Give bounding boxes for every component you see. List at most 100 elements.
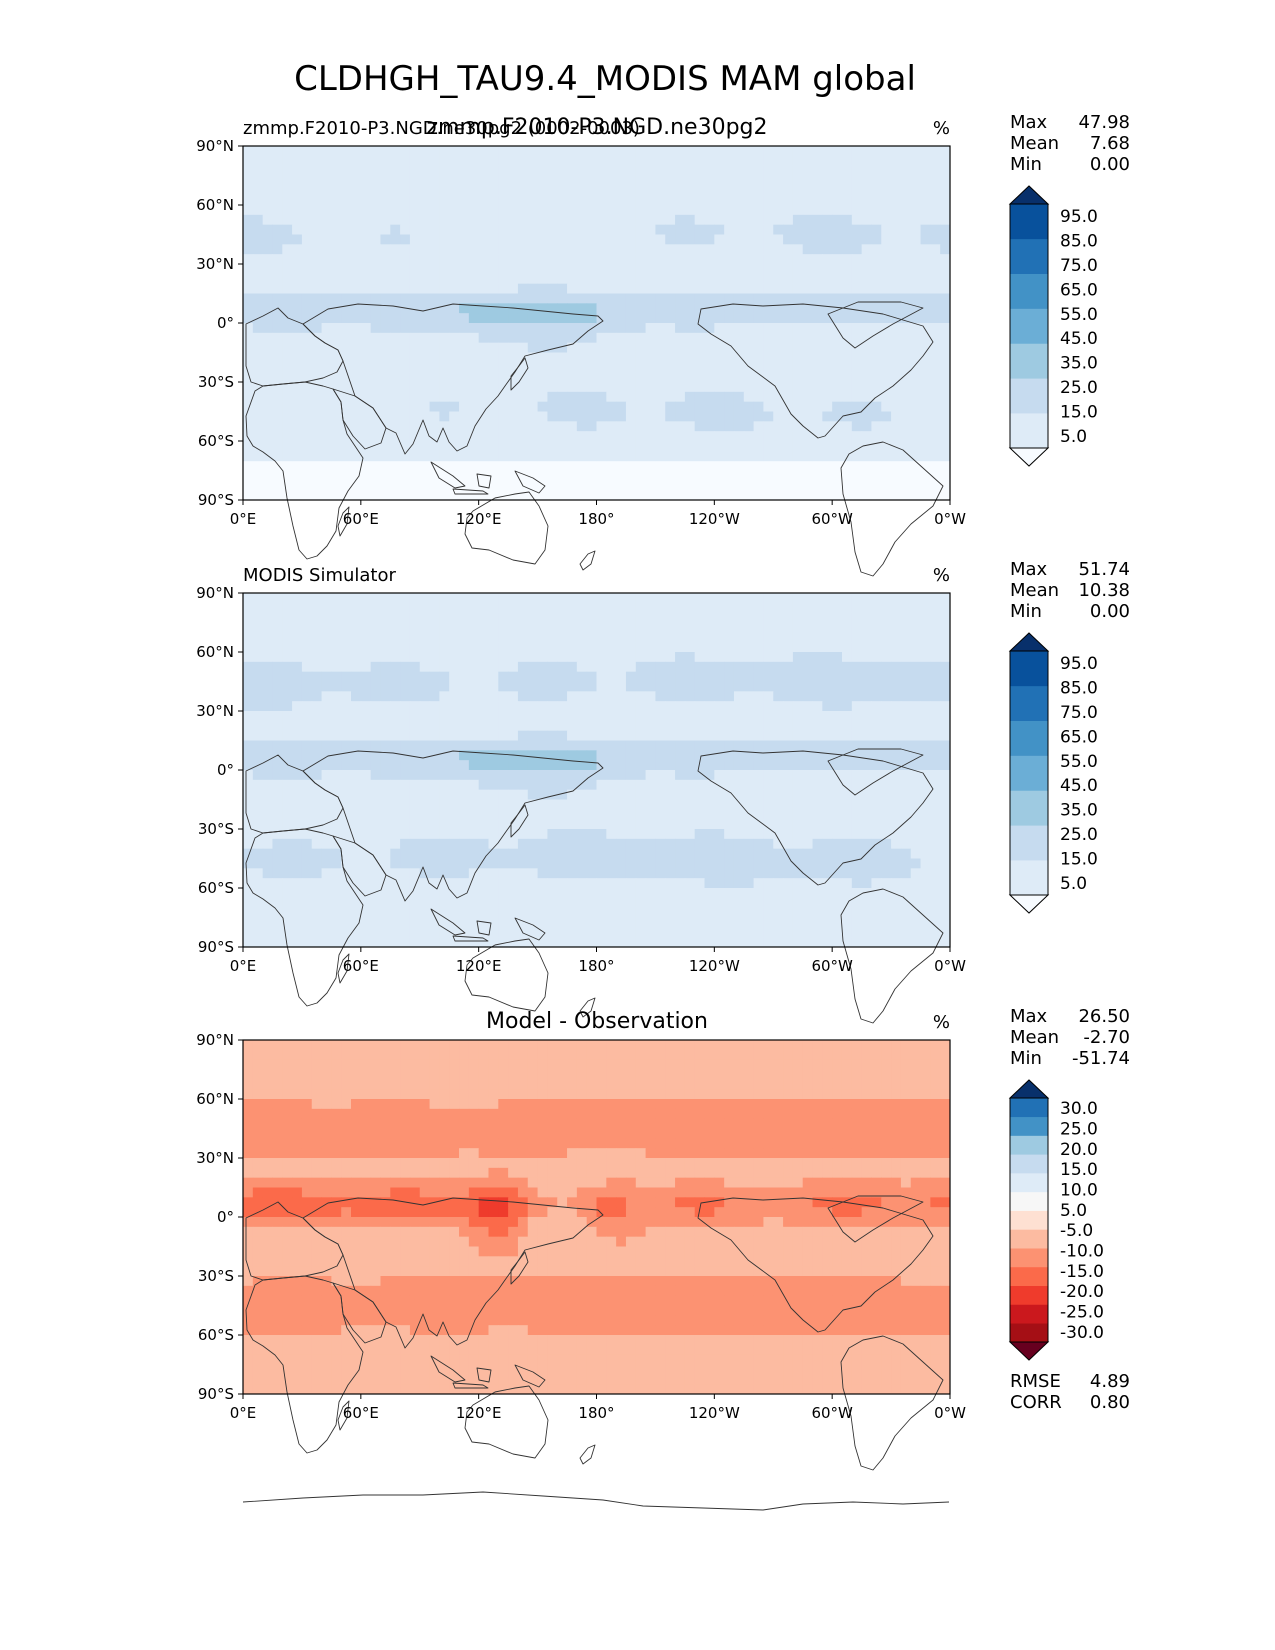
colorbar-tick-label: 5.0 xyxy=(1060,427,1087,447)
heatmap-cell xyxy=(733,441,745,452)
heatmap-cell xyxy=(243,401,254,412)
heatmap-cell xyxy=(596,799,607,810)
heatmap-cell xyxy=(596,760,607,771)
heatmap-cell xyxy=(802,273,814,285)
heatmap-cell xyxy=(380,421,391,432)
heatmap-cell xyxy=(547,838,558,850)
heatmap-cell xyxy=(370,701,381,712)
heatmap-cell xyxy=(616,652,627,663)
heatmap-cell xyxy=(429,264,440,275)
heatmap-cell xyxy=(282,799,293,810)
heatmap-cell xyxy=(547,799,558,810)
heatmap-cell xyxy=(567,362,578,373)
heatmap-cell xyxy=(832,779,843,791)
heatmap-cell xyxy=(684,681,696,692)
heatmap-cell xyxy=(606,770,617,781)
heatmap-cell xyxy=(272,273,283,285)
heatmap-cell xyxy=(419,224,431,235)
heatmap-cell xyxy=(684,858,696,869)
heatmap-cell xyxy=(812,779,823,791)
heatmap-cell xyxy=(802,254,814,265)
heatmap-cell xyxy=(478,421,489,432)
heatmap-cell xyxy=(370,342,381,353)
heatmap-cell xyxy=(910,937,922,948)
heatmap-cell xyxy=(449,165,460,176)
heatmap-cell xyxy=(488,760,499,771)
colorbar-segment xyxy=(1010,308,1048,344)
heatmap-cell xyxy=(900,829,912,840)
stat-label: Max xyxy=(1010,559,1048,580)
heatmap-cell xyxy=(812,701,823,712)
heatmap-cell xyxy=(724,671,735,682)
heatmap-cell xyxy=(419,701,431,712)
heatmap-cell xyxy=(243,701,254,712)
heatmap-cell xyxy=(272,829,283,840)
heatmap-cell xyxy=(783,671,794,682)
heatmap-cell xyxy=(360,681,372,692)
heatmap-cell xyxy=(252,671,264,682)
heatmap-cell xyxy=(743,431,755,442)
heatmap-cell xyxy=(910,421,922,432)
heatmap-cell xyxy=(360,313,372,324)
heatmap-cell xyxy=(557,730,568,741)
heatmap-cell xyxy=(704,303,715,314)
heatmap-cell xyxy=(665,750,676,761)
heatmap-cell xyxy=(341,838,352,850)
heatmap-cell xyxy=(488,234,499,245)
heatmap-cell xyxy=(773,661,784,673)
heatmap-cell xyxy=(508,450,519,462)
heatmap-cell xyxy=(773,602,784,614)
heatmap-cell xyxy=(832,273,843,285)
heatmap-cell xyxy=(940,878,951,889)
heatmap-cell xyxy=(557,411,568,422)
heatmap-cell xyxy=(900,224,912,235)
heatmap-cell xyxy=(508,293,519,304)
heatmap-cell xyxy=(635,411,647,422)
heatmap-cell xyxy=(537,146,548,157)
heatmap-cell xyxy=(557,431,568,442)
heatmap-cell xyxy=(684,293,696,304)
heatmap-cell xyxy=(360,779,372,791)
heatmap-cell xyxy=(930,352,941,363)
heatmap-cell xyxy=(331,750,342,761)
heatmap-cell xyxy=(812,829,823,840)
heatmap-cell xyxy=(498,264,509,275)
heatmap-cell xyxy=(380,411,391,422)
heatmap-cell xyxy=(822,244,833,255)
heatmap-cell xyxy=(802,858,814,869)
heatmap-cell xyxy=(606,740,617,751)
heatmap-cell xyxy=(871,195,882,206)
heatmap-cell xyxy=(272,858,283,869)
heatmap-cell xyxy=(498,352,509,363)
heatmap-cell xyxy=(733,829,745,840)
heatmap-cell xyxy=(930,441,941,452)
heatmap-cell xyxy=(724,740,735,751)
heatmap-cell xyxy=(282,332,293,344)
heatmap-cell xyxy=(557,146,568,157)
heatmap-cell xyxy=(920,770,931,781)
heatmap-cell xyxy=(851,175,863,186)
heatmap-cell xyxy=(488,224,499,235)
heatmap-cell xyxy=(449,283,460,294)
heatmap-cell xyxy=(930,652,941,663)
heatmap-cell xyxy=(508,391,519,403)
stat-label: Mean xyxy=(1010,133,1059,154)
heatmap-cell xyxy=(449,632,460,643)
heatmap-cell xyxy=(802,332,814,344)
heatmap-cell xyxy=(940,760,951,771)
heatmap-cell xyxy=(910,779,922,791)
heatmap-cell xyxy=(802,303,814,314)
heatmap-cell xyxy=(321,234,332,245)
heatmap-cell xyxy=(812,868,823,879)
heatmap-cell xyxy=(576,234,588,245)
heatmap-cell xyxy=(606,730,617,741)
heatmap-cell xyxy=(724,907,735,918)
heatmap-cell xyxy=(429,789,440,800)
heatmap-cell xyxy=(871,720,882,732)
heatmap-cell xyxy=(655,691,666,702)
heatmap-cell xyxy=(351,332,362,344)
heatmap-cell xyxy=(586,612,597,623)
heatmap-cell xyxy=(724,760,735,771)
heatmap-cell xyxy=(763,195,774,206)
heatmap-cell xyxy=(252,372,264,383)
